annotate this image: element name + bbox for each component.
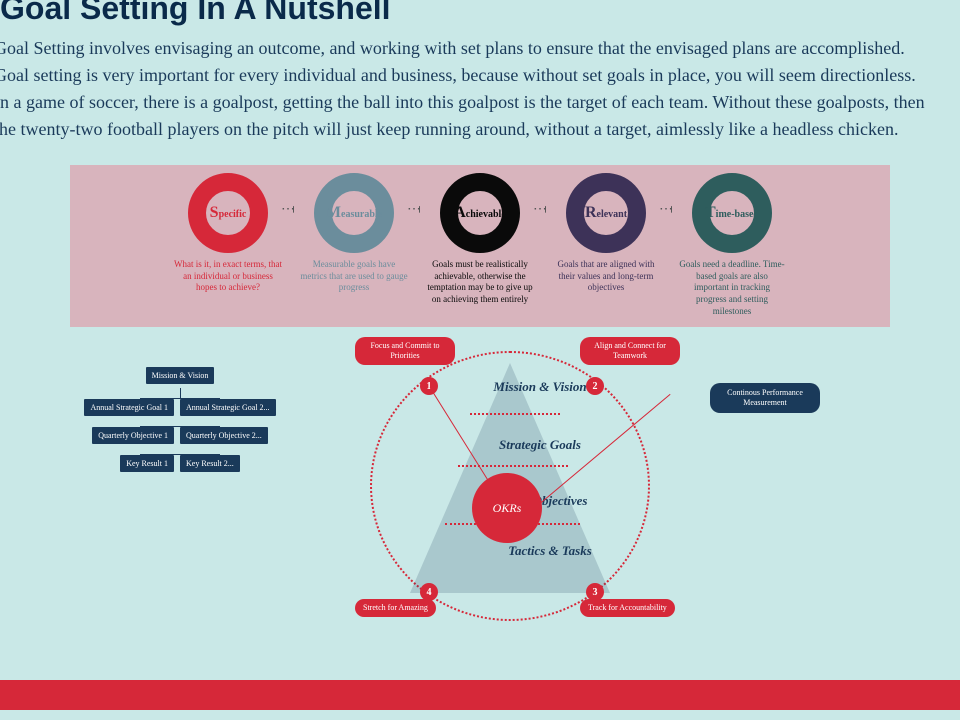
page-title: Goal Setting In A Nutshell (0, 0, 952, 27)
smart-ring-label: Relevant (585, 204, 627, 222)
smart-infographic: Specific What is it, in exact terms, that… (70, 165, 890, 327)
smart-ring-label: Achievable (454, 204, 506, 222)
smart-card: Specific What is it, in exact terms, that… (168, 165, 288, 327)
smart-card: Time-based Goals need a deadline. Time-ba… (672, 165, 792, 327)
smart-ring-label: Specific (210, 204, 247, 222)
smart-description: Measurable goals have metrics that are u… (298, 259, 410, 294)
tree-node: Key Result 1 (120, 455, 174, 472)
pyramid: 1 2 3 4 Mission & Vision Strategic Goals… (350, 343, 670, 633)
okr-diagram: Mission & Vision Annual Strategic Goal 1… (70, 337, 890, 637)
pyramid-level-2: Strategic Goals (470, 437, 610, 453)
tree-node: Key Result 2... (180, 455, 240, 472)
tree-node: Annual Strategic Goal 2... (180, 399, 276, 416)
tree-node: Quarterly Objective 1 (92, 427, 174, 444)
smart-card: Measurable Measurable goals have metrics … (294, 165, 414, 327)
smart-card: Achievable Goals must be realistically ac… (420, 165, 540, 327)
pyramid-level-4: Tactics & Tasks (470, 543, 630, 559)
num-badge-3: 3 (586, 583, 604, 601)
smart-description: Goals must be realistically achievable, … (424, 259, 536, 306)
pyramid-level-1: Mission & Vision (470, 379, 610, 395)
smart-ring-label: Time-based (705, 204, 759, 222)
smart-card: Relevant Goals that are aligned with thei… (546, 165, 666, 327)
smart-description: Goals that are aligned with their values… (550, 259, 662, 294)
tree-node: Annual Strategic Goal 1 (84, 399, 174, 416)
side-pill-measurement: Continous Performance Measurement (710, 383, 820, 412)
intro-paragraph: Goal Setting involves envisaging an outc… (0, 35, 934, 143)
smart-ring-label: Measurable (326, 204, 382, 222)
smart-description: Goals need a deadline. Time-based goals … (676, 259, 788, 317)
tree-root: Mission & Vision (146, 367, 215, 384)
goal-tree: Mission & Vision Annual Strategic Goal 1… (90, 367, 270, 476)
smart-description: What is it, in exact terms, that an indi… (172, 259, 284, 294)
tree-node: Quarterly Objective 2... (180, 427, 268, 444)
footer-bar (0, 680, 960, 710)
okr-center-circle: OKRs (472, 473, 542, 543)
